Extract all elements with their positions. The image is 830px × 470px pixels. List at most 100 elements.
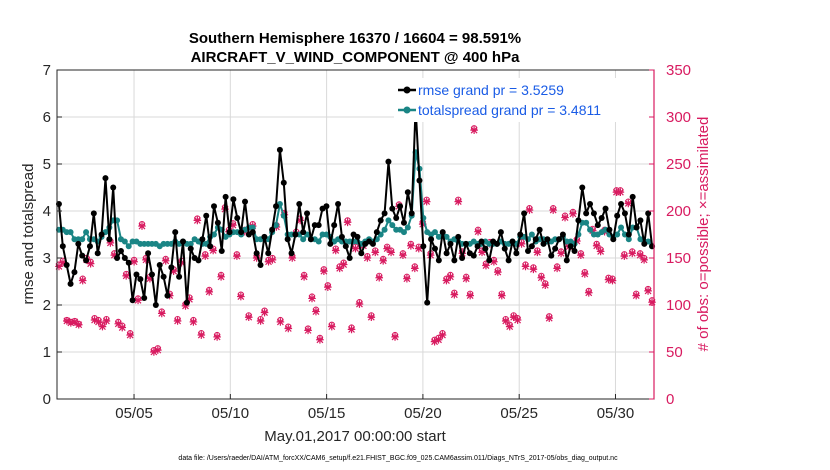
obs-assimilated-marker [399, 251, 407, 259]
rmse-point [94, 250, 101, 257]
obs-assimilated-marker [284, 324, 293, 333]
rmse-point [583, 210, 590, 217]
obs-assimilated-marker [74, 320, 83, 329]
y-right-tick-label: 250 [666, 156, 691, 173]
rmse-point [307, 236, 314, 243]
rmse-point [261, 233, 268, 240]
totalspread-point [83, 229, 90, 236]
rmse-point [222, 193, 229, 200]
obs-assimilated-marker [264, 257, 273, 266]
obs-assimilated-marker [335, 264, 344, 273]
obs-assimilated-marker [450, 290, 459, 299]
rmse-point [598, 215, 605, 222]
rmse-point [625, 231, 632, 238]
rmse-point [176, 273, 183, 280]
obs-assimilated-marker [541, 281, 550, 290]
obs-assimilated-marker [193, 216, 202, 225]
rmse-point [110, 184, 117, 191]
obs-assimilated-marker [497, 291, 506, 300]
y-left-tick-label: 3 [43, 250, 51, 267]
obs-assimilated-marker [122, 272, 130, 280]
rmse-point [606, 226, 613, 233]
rmse-point [117, 247, 124, 254]
obs-assimilated-marker [446, 273, 455, 281]
rmse-point [610, 236, 617, 243]
obs-assimilated-marker [604, 275, 613, 284]
obs-assimilated-marker [268, 256, 277, 264]
rmse-point [579, 184, 586, 191]
obs-assimilated-marker [324, 283, 332, 291]
rmse-point [296, 200, 303, 207]
obs-assimilated-marker [379, 257, 387, 265]
obs-assimilated-marker [296, 216, 304, 225]
obs-assimilated-marker [581, 270, 589, 278]
totalspread-point [625, 236, 632, 243]
obs-assimilated-marker [466, 291, 474, 300]
obs-assimilated-marker [494, 268, 502, 276]
legend-box [394, 78, 649, 122]
rmse-point [273, 203, 280, 210]
rmse-point [145, 250, 152, 257]
obs-assimilated-marker [189, 318, 198, 326]
rmse-point [121, 255, 128, 261]
rmse-point [493, 240, 500, 247]
rmse-point [497, 229, 504, 236]
rmse-point [447, 240, 454, 247]
rmse-point [172, 229, 179, 236]
obs-assimilated-marker [636, 251, 644, 259]
rmse-point [86, 243, 93, 250]
totalspread-point [211, 231, 218, 238]
right-axis-label: # of obs: o=possible; ×=assimilated [695, 117, 712, 352]
obs-assimilated-marker [482, 261, 490, 270]
x-axis-label: May.01,2017 00:00:00 start [264, 428, 446, 445]
totalspread-point [315, 238, 322, 245]
rmse-point [114, 255, 121, 261]
rmse-point [234, 215, 241, 222]
obs-assimilated-marker [474, 227, 482, 236]
rmse-point [567, 243, 574, 250]
totalspread-point [400, 229, 407, 236]
rmse-point [75, 240, 82, 247]
x-tick-label: 05/10 [212, 405, 250, 422]
legend-spread-marker [403, 106, 411, 114]
series-lines [55, 104, 656, 308]
rmse-point [544, 236, 551, 243]
obs-assimilated-marker [557, 249, 565, 258]
obs-assimilated-marker [414, 244, 423, 253]
obs-assimilated-marker [537, 273, 546, 282]
obs-assimilated-marker [592, 241, 601, 250]
totalspread-point [125, 243, 132, 250]
obs-assimilated-marker [490, 257, 498, 266]
obs-assimilated-marker [517, 240, 526, 248]
rmse-point [416, 177, 423, 184]
obs-assimilated-marker [201, 252, 210, 260]
rmse-point [435, 257, 442, 264]
obs-assimilated-marker [573, 237, 581, 245]
rmse-point [211, 203, 218, 210]
rmse-point [276, 146, 283, 153]
obs-assimilated-marker [70, 318, 79, 326]
rmse-point [385, 158, 392, 165]
x-tick-label: 05/30 [597, 405, 635, 422]
obs-assimilated-marker [327, 322, 336, 331]
totalspread-point [249, 224, 256, 231]
totalspread-point [187, 240, 194, 247]
y-right-tick-label: 50 [666, 344, 683, 361]
obs-assimilated-marker [640, 256, 648, 264]
obs-assimilated-marker [320, 267, 328, 275]
totalspread-point [587, 226, 594, 233]
rmse-point [629, 193, 636, 200]
obs-assimilated-marker [157, 309, 166, 318]
obs-assimilated-marker [628, 249, 637, 258]
obs-assimilated-marker [252, 254, 261, 262]
rmse-point [563, 257, 570, 264]
obs-assimilated-marker [462, 274, 471, 283]
obs-assimilated-marker [383, 244, 391, 253]
y-right-tick-label: 100 [666, 297, 691, 314]
rmse-point [90, 210, 97, 217]
obs-assimilated-marker [411, 264, 419, 273]
obs-assimilated-marker [529, 265, 538, 274]
rmse-point [207, 243, 214, 250]
obs-assimilated-marker [169, 267, 178, 275]
